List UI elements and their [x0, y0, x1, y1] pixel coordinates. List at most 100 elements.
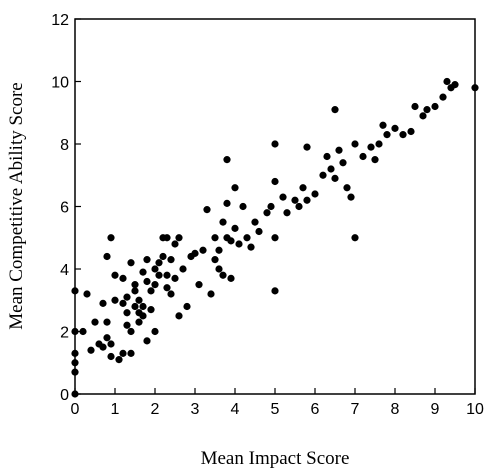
data-point	[83, 290, 91, 298]
data-point	[231, 224, 239, 232]
data-point	[451, 81, 459, 89]
y-tick-label: 6	[60, 200, 69, 217]
data-point	[127, 349, 135, 357]
data-point	[227, 274, 235, 282]
data-point	[123, 293, 131, 301]
data-point	[159, 252, 167, 261]
data-point	[71, 390, 79, 398]
data-point	[115, 356, 123, 364]
data-point	[215, 246, 223, 254]
data-point	[143, 277, 151, 286]
data-point	[431, 102, 439, 111]
y-tick-label: 12	[51, 12, 69, 29]
data-point	[191, 249, 199, 257]
data-point	[303, 143, 311, 151]
data-point	[119, 274, 127, 282]
data-point	[327, 165, 335, 173]
data-point	[183, 302, 191, 311]
data-point	[91, 318, 99, 326]
data-point	[139, 302, 147, 311]
data-point	[351, 140, 359, 148]
data-point	[271, 234, 279, 242]
data-point	[163, 284, 171, 292]
data-point	[211, 234, 219, 242]
data-point	[195, 281, 203, 289]
data-point	[331, 106, 339, 114]
data-point	[251, 218, 259, 226]
plot-area-frame	[74, 18, 476, 395]
y-axis-title: Mean Competitive Ability Score	[6, 82, 27, 330]
data-point	[411, 102, 419, 111]
data-point	[379, 121, 387, 129]
data-point	[199, 246, 207, 254]
data-point	[71, 349, 79, 357]
x-axis-title: Mean Impact Score	[201, 448, 350, 469]
data-point	[211, 256, 219, 264]
data-point	[231, 184, 239, 192]
x-tick-label: 4	[231, 401, 240, 418]
data-point	[123, 309, 131, 317]
data-point	[99, 299, 107, 307]
data-point	[171, 240, 179, 248]
data-point	[103, 318, 111, 326]
data-point	[135, 318, 143, 326]
data-point	[215, 265, 223, 273]
data-point	[255, 227, 263, 236]
data-point	[111, 296, 119, 304]
data-point	[359, 152, 367, 161]
data-point	[155, 271, 163, 279]
data-point	[375, 140, 383, 148]
x-tick-label: 2	[151, 401, 160, 418]
data-point	[207, 290, 215, 298]
data-point	[175, 234, 183, 242]
data-point	[271, 287, 279, 295]
data-point	[179, 265, 187, 273]
data-point	[423, 106, 431, 114]
data-point	[347, 193, 355, 201]
data-point	[167, 256, 175, 264]
data-point	[383, 131, 391, 139]
data-point	[119, 299, 127, 307]
data-point	[267, 202, 275, 211]
data-point	[151, 265, 159, 273]
data-point	[443, 77, 451, 86]
data-point	[335, 146, 343, 154]
data-point	[299, 184, 307, 192]
x-tick-label: 1	[111, 401, 120, 418]
data-point	[439, 93, 447, 101]
data-point	[219, 218, 227, 226]
data-point	[127, 259, 135, 267]
data-point	[103, 334, 111, 342]
data-point	[163, 234, 171, 242]
data-point	[167, 290, 175, 298]
data-point	[107, 340, 115, 348]
data-point	[111, 271, 119, 279]
data-point	[219, 271, 227, 279]
data-point	[319, 171, 327, 179]
data-point	[239, 202, 247, 211]
data-point	[223, 199, 231, 207]
data-point	[127, 327, 135, 336]
data-point	[79, 327, 87, 336]
data-point	[147, 287, 155, 295]
data-point	[123, 321, 131, 329]
data-point	[71, 287, 79, 295]
data-point	[175, 312, 183, 320]
data-point	[235, 240, 243, 248]
data-point	[71, 359, 79, 367]
data-point	[419, 112, 427, 120]
data-point	[323, 152, 331, 161]
data-point	[147, 306, 155, 314]
data-point	[135, 296, 143, 304]
data-point	[407, 127, 415, 136]
x-tick-label: 8	[391, 401, 400, 418]
x-tick-label: 3	[191, 401, 200, 418]
data-point	[107, 352, 115, 361]
x-tick-label: 0	[71, 401, 80, 418]
data-point	[163, 271, 171, 279]
data-point	[131, 287, 139, 295]
data-point	[295, 202, 303, 211]
data-point	[131, 281, 139, 289]
